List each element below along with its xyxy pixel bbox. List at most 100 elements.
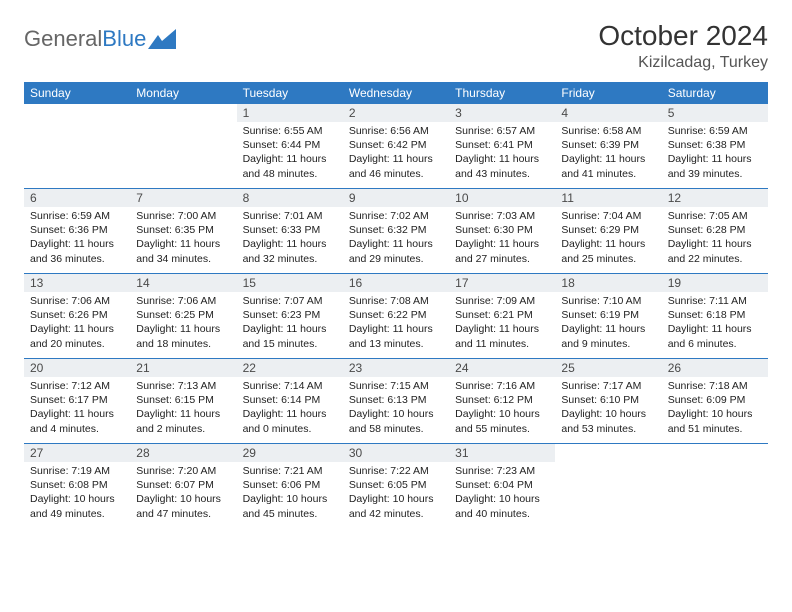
day-number: 21 (130, 359, 236, 377)
sunset-line: Sunset: 6:21 PM (455, 308, 549, 322)
day-body: Sunrise: 7:08 AMSunset: 6:22 PMDaylight:… (343, 292, 449, 351)
calendar-week: 1Sunrise: 6:55 AMSunset: 6:44 PMDaylight… (24, 104, 768, 188)
day-number: 19 (662, 274, 768, 292)
sunrise-line: Sunrise: 7:21 AM (243, 464, 337, 478)
day-number: 1 (237, 104, 343, 122)
sunrise-line: Sunrise: 6:57 AM (455, 124, 549, 138)
dow-label: Monday (130, 82, 236, 104)
sunrise-line: Sunrise: 7:13 AM (136, 379, 230, 393)
daylight-line: Daylight: 11 hours and 34 minutes. (136, 237, 230, 265)
day-number: 8 (237, 189, 343, 207)
calendar-day: 19Sunrise: 7:11 AMSunset: 6:18 PMDayligh… (662, 274, 768, 358)
day-number: 3 (449, 104, 555, 122)
daylight-line: Daylight: 11 hours and 4 minutes. (30, 407, 124, 435)
day-number: 25 (555, 359, 661, 377)
day-number: 4 (555, 104, 661, 122)
day-body: Sunrise: 6:59 AMSunset: 6:36 PMDaylight:… (24, 207, 130, 266)
sunset-line: Sunset: 6:25 PM (136, 308, 230, 322)
calendar-day: 9Sunrise: 7:02 AMSunset: 6:32 PMDaylight… (343, 189, 449, 273)
daylight-line: Daylight: 10 hours and 45 minutes. (243, 492, 337, 520)
sunset-line: Sunset: 6:13 PM (349, 393, 443, 407)
day-number: 5 (662, 104, 768, 122)
sunrise-line: Sunrise: 6:58 AM (561, 124, 655, 138)
day-body: Sunrise: 6:56 AMSunset: 6:42 PMDaylight:… (343, 122, 449, 181)
sunrise-line: Sunrise: 7:08 AM (349, 294, 443, 308)
sunrise-line: Sunrise: 7:09 AM (455, 294, 549, 308)
calendar-day: 11Sunrise: 7:04 AMSunset: 6:29 PMDayligh… (555, 189, 661, 273)
calendar-day: 29Sunrise: 7:21 AMSunset: 6:06 PMDayligh… (237, 444, 343, 528)
daylight-line: Daylight: 11 hours and 48 minutes. (243, 152, 337, 180)
sunset-line: Sunset: 6:39 PM (561, 138, 655, 152)
day-number: 16 (343, 274, 449, 292)
day-body: Sunrise: 7:07 AMSunset: 6:23 PMDaylight:… (237, 292, 343, 351)
daylight-line: Daylight: 10 hours and 47 minutes. (136, 492, 230, 520)
daylight-line: Daylight: 11 hours and 25 minutes. (561, 237, 655, 265)
sunrise-line: Sunrise: 6:59 AM (668, 124, 762, 138)
day-body: Sunrise: 7:09 AMSunset: 6:21 PMDaylight:… (449, 292, 555, 351)
day-number: 23 (343, 359, 449, 377)
day-number: 29 (237, 444, 343, 462)
calendar-day: 5Sunrise: 6:59 AMSunset: 6:38 PMDaylight… (662, 104, 768, 188)
calendar-week: 13Sunrise: 7:06 AMSunset: 6:26 PMDayligh… (24, 273, 768, 358)
sunset-line: Sunset: 6:36 PM (30, 223, 124, 237)
dow-label: Thursday (449, 82, 555, 104)
brand-part2: Blue (102, 26, 146, 52)
calendar-day: 15Sunrise: 7:07 AMSunset: 6:23 PMDayligh… (237, 274, 343, 358)
calendar-week: 6Sunrise: 6:59 AMSunset: 6:36 PMDaylight… (24, 188, 768, 273)
calendar-day: 12Sunrise: 7:05 AMSunset: 6:28 PMDayligh… (662, 189, 768, 273)
sunrise-line: Sunrise: 7:17 AM (561, 379, 655, 393)
sunrise-line: Sunrise: 7:23 AM (455, 464, 549, 478)
day-number: 9 (343, 189, 449, 207)
calendar-day: 7Sunrise: 7:00 AMSunset: 6:35 PMDaylight… (130, 189, 236, 273)
sunrise-line: Sunrise: 7:20 AM (136, 464, 230, 478)
dow-label: Saturday (662, 82, 768, 104)
day-body: Sunrise: 6:58 AMSunset: 6:39 PMDaylight:… (555, 122, 661, 181)
calendar-empty (662, 444, 768, 528)
daylight-line: Daylight: 11 hours and 39 minutes. (668, 152, 762, 180)
sunset-line: Sunset: 6:04 PM (455, 478, 549, 492)
day-number: 10 (449, 189, 555, 207)
day-body: Sunrise: 7:03 AMSunset: 6:30 PMDaylight:… (449, 207, 555, 266)
brand-logo: GeneralBlue (24, 26, 176, 52)
calendar-day: 21Sunrise: 7:13 AMSunset: 6:15 PMDayligh… (130, 359, 236, 443)
daylight-line: Daylight: 10 hours and 53 minutes. (561, 407, 655, 435)
daylight-line: Daylight: 11 hours and 0 minutes. (243, 407, 337, 435)
day-body: Sunrise: 7:15 AMSunset: 6:13 PMDaylight:… (343, 377, 449, 436)
calendar-week: 27Sunrise: 7:19 AMSunset: 6:08 PMDayligh… (24, 443, 768, 528)
calendar-day: 18Sunrise: 7:10 AMSunset: 6:19 PMDayligh… (555, 274, 661, 358)
calendar-day: 3Sunrise: 6:57 AMSunset: 6:41 PMDaylight… (449, 104, 555, 188)
daylight-line: Daylight: 10 hours and 40 minutes. (455, 492, 549, 520)
calendar-day: 31 Sunrise: 7:23 AMSunset: 6:04 PMDayligh… (449, 444, 555, 528)
day-number: 17 (449, 274, 555, 292)
day-number: 15 (237, 274, 343, 292)
calendar-day: 28Sunrise: 7:20 AMSunset: 6:07 PMDayligh… (130, 444, 236, 528)
daylight-line: Daylight: 11 hours and 20 minutes. (30, 322, 124, 350)
day-number: 31 (449, 444, 555, 462)
day-number: 26 (662, 359, 768, 377)
day-number: 30 (343, 444, 449, 462)
sunset-line: Sunset: 6:42 PM (349, 138, 443, 152)
sunset-line: Sunset: 6:08 PM (30, 478, 124, 492)
daylight-line: Daylight: 10 hours and 51 minutes. (668, 407, 762, 435)
daylight-line: Daylight: 11 hours and 9 minutes. (561, 322, 655, 350)
day-number: 2 (343, 104, 449, 122)
day-body: Sunrise: 7:14 AMSunset: 6:14 PMDaylight:… (237, 377, 343, 436)
sunset-line: Sunset: 6:26 PM (30, 308, 124, 322)
calendar: SundayMondayTuesdayWednesdayThursdayFrid… (24, 82, 768, 528)
daylight-line: Daylight: 10 hours and 49 minutes. (30, 492, 124, 520)
day-body: Sunrise: 7:17 AMSunset: 6:10 PMDaylight:… (555, 377, 661, 436)
header: GeneralBlue October 2024 Kizilcadag, Tur… (24, 20, 768, 72)
daylight-line: Daylight: 11 hours and 46 minutes. (349, 152, 443, 180)
day-number: 12 (662, 189, 768, 207)
sunrise-line: Sunrise: 7:01 AM (243, 209, 337, 223)
calendar-day: 30Sunrise: 7:22 AMSunset: 6:05 PMDayligh… (343, 444, 449, 528)
calendar-day: 17Sunrise: 7:09 AMSunset: 6:21 PMDayligh… (449, 274, 555, 358)
day-number: 13 (24, 274, 130, 292)
calendar-day: 16Sunrise: 7:08 AMSunset: 6:22 PMDayligh… (343, 274, 449, 358)
calendar-empty (555, 444, 661, 528)
sunset-line: Sunset: 6:28 PM (668, 223, 762, 237)
day-number: 18 (555, 274, 661, 292)
day-body: Sunrise: 7:13 AMSunset: 6:15 PMDaylight:… (130, 377, 236, 436)
sunset-line: Sunset: 6:41 PM (455, 138, 549, 152)
calendar-day: 8Sunrise: 7:01 AMSunset: 6:33 PMDaylight… (237, 189, 343, 273)
